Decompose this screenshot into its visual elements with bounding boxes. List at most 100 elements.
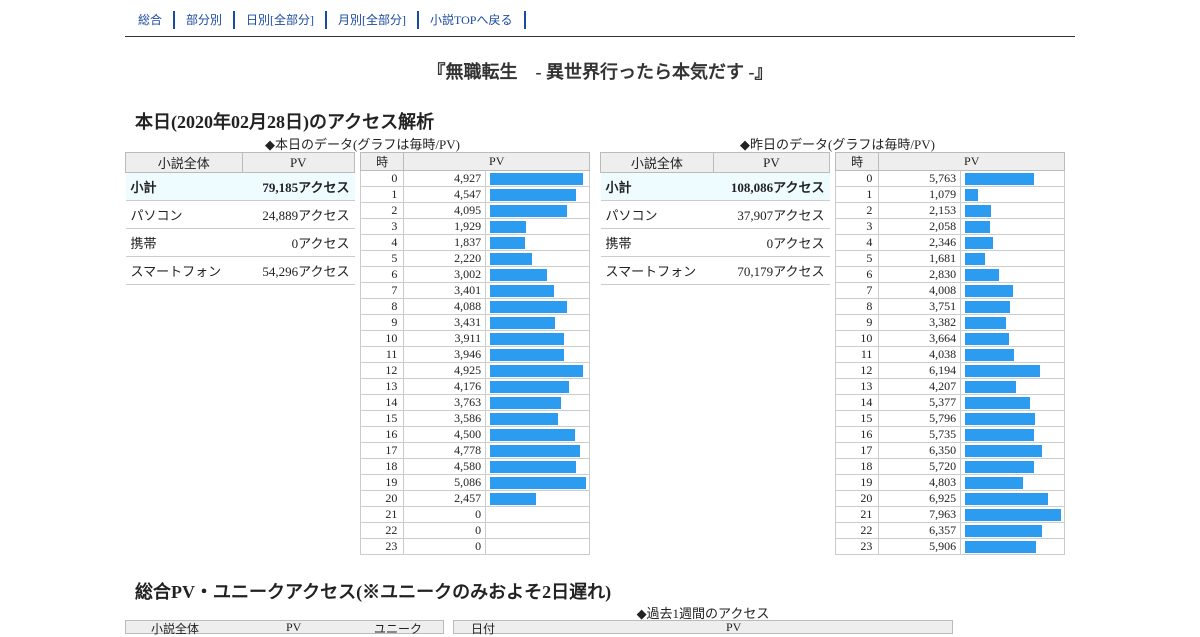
nav-link-1[interactable]: 部分別 <box>175 11 236 29</box>
summary-label: 小計 <box>125 172 243 201</box>
hourly-row: 7 3,401 <box>359 282 590 299</box>
hourly-row: 19 5,086 <box>359 474 590 491</box>
pv-bar-cell <box>960 234 1065 251</box>
hour-cell: 2 <box>834 202 880 219</box>
hour-cell: 21 <box>834 506 880 523</box>
pv-bar <box>490 396 562 409</box>
pv-value: 3,586 <box>403 410 487 427</box>
total-section-title: 総合PV・ユニークアクセス(※ユニークのみおよそ2日遅れ) <box>135 582 612 602</box>
pv-bar-cell <box>960 250 1065 267</box>
pv-bar <box>965 524 1043 537</box>
summary-row: スマートフォン 54,296アクセス <box>125 256 355 285</box>
pv-bar-cell <box>960 362 1065 379</box>
hour-cell: 20 <box>834 490 880 507</box>
pv-bar-cell <box>960 170 1065 187</box>
hourly-row: 16 4,500 <box>359 426 590 443</box>
pv-bar <box>490 444 581 457</box>
hour-cell: 6 <box>359 266 405 283</box>
hour-cell: 18 <box>834 458 880 475</box>
hourly-row: 12 4,925 <box>359 362 590 379</box>
summary-row: パソコン 37,907アクセス <box>600 200 830 229</box>
summary-value: 24,889アクセス <box>242 200 355 229</box>
hourly-row: 4 1,837 <box>359 234 590 251</box>
pv-bar-cell <box>485 410 590 427</box>
nav-link-4[interactable]: 小説TOPへ戻る <box>419 11 526 29</box>
hour-cell: 17 <box>834 442 880 459</box>
pv-bar <box>490 284 555 297</box>
pv-bar <box>965 396 1031 409</box>
hour-cell: 13 <box>359 378 405 395</box>
hourly-row: 6 2,830 <box>834 266 1065 283</box>
summary-label: スマートフォン <box>125 256 243 285</box>
pv-bar-cell <box>485 378 590 395</box>
hourly-row: 0 4,927 <box>359 170 590 187</box>
pv-bar <box>490 380 570 393</box>
pv-bar-cell <box>960 442 1065 459</box>
hour-cell: 12 <box>834 362 880 379</box>
hourly-row: 9 3,431 <box>359 314 590 331</box>
hour-cell: 0 <box>359 170 405 187</box>
pv-bar <box>965 444 1043 457</box>
hour-cell: 22 <box>359 522 405 539</box>
hour-cell: 8 <box>359 298 405 315</box>
hour-cell: 23 <box>359 538 405 555</box>
pv-bar <box>490 492 537 505</box>
hour-cell: 22 <box>834 522 880 539</box>
pv-bar-cell <box>485 474 590 491</box>
pv-bar-cell <box>960 410 1065 427</box>
pv-value: 5,735 <box>878 426 962 443</box>
pv-bar <box>490 188 577 201</box>
pv-bar <box>490 300 568 313</box>
pv-bar-cell <box>960 378 1065 395</box>
week-caption: ◆過去1週間のアクセス <box>636 606 770 621</box>
pv-bar-cell <box>485 346 590 363</box>
pv-bar-cell <box>485 202 590 219</box>
pv-bar <box>965 300 1011 313</box>
pv-value: 4,927 <box>403 170 487 187</box>
pv-bar <box>965 284 1014 297</box>
pv-value: 1,079 <box>878 186 962 203</box>
pv-value: 5,906 <box>878 538 962 555</box>
pv-bar-cell <box>485 266 590 283</box>
hour-cell: 9 <box>359 314 405 331</box>
pv-bar <box>965 460 1035 473</box>
hour-cell: 1 <box>834 186 880 203</box>
hour-cell: 23 <box>834 538 880 555</box>
nav-link-2[interactable]: 日別[全部分] <box>235 11 328 29</box>
pv-value: 6,925 <box>878 490 962 507</box>
summary-header-label: 小説全体 <box>125 152 243 173</box>
pv-value: 5,086 <box>403 474 487 491</box>
summary-header-pv: PV <box>241 152 356 173</box>
hour-cell: 0 <box>834 170 880 187</box>
today-summary-table: 小説全体 PV 小計 79,185アクセス パソコン 24,889アクセス 携帯 0アクセ… <box>125 152 356 285</box>
nav-link-0[interactable]: 総合 <box>125 11 176 29</box>
hour-cell: 3 <box>834 218 880 235</box>
hour-cell: 5 <box>834 250 880 267</box>
pv-bar-cell <box>485 186 590 203</box>
pv-value: 5,796 <box>878 410 962 427</box>
hourly-row: 20 2,457 <box>359 490 590 507</box>
pv-value: 1,837 <box>403 234 487 251</box>
hour-cell: 19 <box>359 474 405 491</box>
hourly-row: 15 3,586 <box>359 410 590 427</box>
nav-link-3[interactable]: 月別[全部分] <box>327 11 420 29</box>
novel-title: 『無職転生 - 異世界行ったら本気だす -』 <box>427 62 773 82</box>
hour-cell: 16 <box>359 426 405 443</box>
hour-cell: 10 <box>359 330 405 347</box>
hourly-row: 8 4,088 <box>359 298 590 315</box>
pv-value: 4,008 <box>878 282 962 299</box>
pv-bar-cell <box>485 234 590 251</box>
pv-value: 7,963 <box>878 506 962 523</box>
pv-value: 2,457 <box>403 490 487 507</box>
pv-value: 2,153 <box>878 202 962 219</box>
hour-cell: 20 <box>359 490 405 507</box>
pv-value: 4,580 <box>403 458 487 475</box>
hour-cell: 8 <box>834 298 880 315</box>
hourly-row: 3 2,058 <box>834 218 1065 235</box>
pv-bar-cell <box>960 330 1065 347</box>
summary-label: 小計 <box>600 172 714 201</box>
summary-value: 0アクセス <box>242 228 355 257</box>
pv-value: 6,194 <box>878 362 962 379</box>
week-header-pv: PV <box>726 620 742 634</box>
pv-bar-cell <box>960 522 1065 539</box>
